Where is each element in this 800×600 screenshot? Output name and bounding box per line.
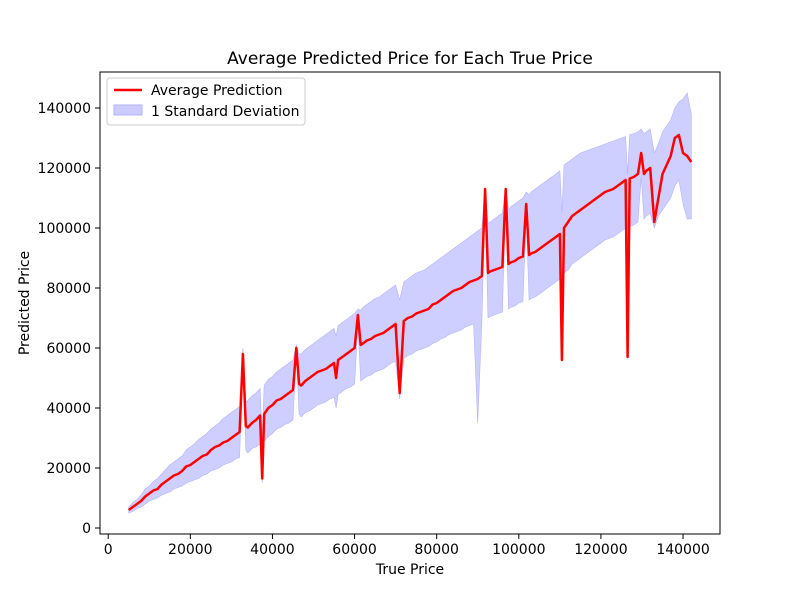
plot-area [127, 92, 693, 514]
average-prediction-line [127, 133, 693, 512]
x-tick-label: 100000 [492, 542, 545, 558]
y-tick-label: 100000 [38, 221, 91, 237]
x-tick-label: 20000 [168, 542, 213, 558]
x-tick-label: 80000 [414, 542, 459, 558]
x-tick-label: 140000 [656, 542, 709, 558]
legend-band-swatch [113, 104, 143, 116]
x-tick-label: 60000 [332, 542, 377, 558]
y-tick-label: 60000 [46, 341, 91, 357]
x-tick-label: 120000 [574, 542, 627, 558]
plot-frame [99, 71, 721, 535]
y-axis: 0 20000 40000 60000 80000 100000 120000 140000 [38, 101, 100, 537]
y-tick-label: 120000 [38, 161, 91, 177]
y-tick-label: 0 [82, 521, 91, 537]
chart-title: Average Predicted Price for Each True Pr… [227, 49, 593, 69]
x-tick-label: 40000 [250, 542, 295, 558]
x-tick-label: 0 [104, 542, 113, 558]
y-tick-label: 80000 [46, 281, 91, 297]
y-tick-label: 40000 [46, 401, 91, 417]
legend-box [106, 77, 306, 126]
legend: Average Prediction 1 Standard Deviation [106, 77, 306, 126]
legend-label-standard-deviation: 1 Standard Deviation [151, 104, 299, 120]
legend-label-average-prediction: Average Prediction [151, 83, 283, 99]
y-axis-label: Predicted Price [17, 251, 33, 355]
y-tick-label: 20000 [46, 461, 91, 477]
x-axis-label: True Price [375, 562, 444, 578]
y-tick-label: 140000 [38, 101, 91, 117]
x-axis: 0 20000 40000 60000 80000 100000 120000 140000 [104, 534, 710, 558]
